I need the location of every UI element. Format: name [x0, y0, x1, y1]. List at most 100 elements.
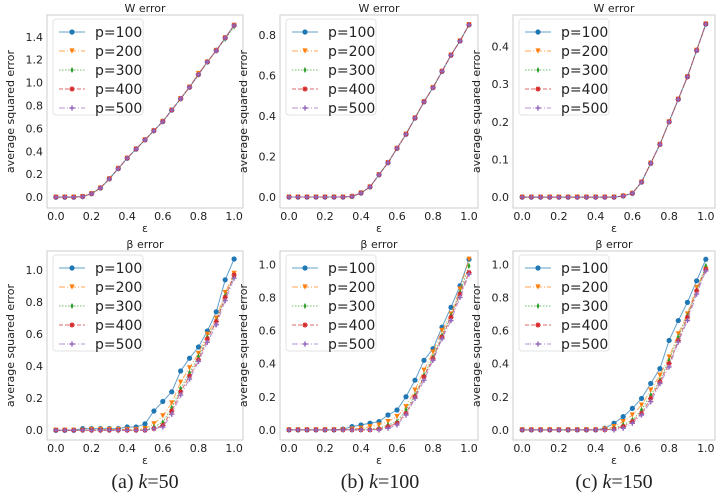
caption-b: (b) k=100 — [280, 471, 480, 493]
y-tick-label: 0.4 — [259, 110, 277, 123]
legend-frame — [285, 254, 377, 352]
x-tick-label: 0.4 — [587, 210, 605, 223]
marker-triangle — [421, 367, 427, 373]
subplot-2: W error ε average squared error 0.0 0.2 0.4 0.… — [470, 2, 716, 235]
marker-plus — [385, 425, 391, 431]
marker-plus — [421, 377, 427, 383]
marker-triangle — [302, 48, 308, 54]
marker-plus — [430, 84, 436, 91]
marker-triangle — [178, 379, 184, 385]
y-tick-label: 0.8 — [26, 99, 44, 112]
marker-star — [213, 318, 219, 325]
x-tick-label: 1.0 — [225, 210, 243, 223]
marker-plus — [537, 194, 544, 200]
x-tick-label: 0.4 — [352, 442, 370, 455]
y-tick-label: 0.4 — [492, 41, 510, 54]
x-tick-label: 0.0 — [47, 442, 65, 455]
marker-plus — [186, 84, 193, 90]
x-tick-label: 0.8 — [424, 442, 442, 455]
legend-label: p=300 — [95, 299, 142, 315]
marker-plus — [675, 96, 681, 102]
marker-triangle — [403, 404, 409, 410]
marker-plus — [519, 427, 525, 433]
marker-plus — [331, 194, 337, 200]
y-tick-label: 0.2 — [26, 168, 44, 181]
marker-plus — [675, 339, 681, 345]
marker-plus — [133, 146, 139, 152]
marker-circle — [186, 355, 193, 361]
marker-circle — [629, 405, 635, 411]
legend: p=100 p=200 p=300 p=400 p=500 — [285, 18, 377, 117]
marker-plus — [565, 194, 571, 200]
marker-circle — [142, 421, 148, 427]
marker-plus — [629, 420, 635, 426]
subplot-1: W error ε average squared error 0.0 0.2 0.4 0.… — [237, 2, 479, 235]
marker-plus — [367, 427, 373, 433]
marker-triangle — [222, 290, 228, 296]
marker-plus — [556, 427, 562, 433]
y-tick-label: 0.0 — [492, 191, 510, 204]
x-tick-label: 0.2 — [83, 442, 101, 455]
marker-circle — [675, 317, 681, 324]
marker-triangle — [412, 387, 418, 393]
marker-triangle — [648, 387, 654, 393]
marker-triangle — [629, 412, 635, 418]
marker-plus — [71, 427, 77, 433]
legend-label: p=300 — [328, 63, 375, 79]
marker-plus — [231, 22, 237, 28]
y-tick-label: 0.6 — [26, 122, 44, 135]
marker-triangle — [439, 327, 445, 334]
marker-triangle — [195, 350, 202, 357]
marker-triangle — [620, 419, 626, 425]
series-p=500 — [53, 275, 237, 433]
subplot-5: β error ε average squared error 0.0 0.2 0.4 0.… — [470, 238, 716, 467]
marker-triangle — [69, 284, 75, 290]
marker-circle — [703, 256, 709, 262]
y-tick-label: 0.2 — [492, 391, 510, 404]
x-tick-label: 0.6 — [624, 210, 642, 223]
x-tick-label: 0.4 — [587, 442, 605, 455]
marker-plus — [142, 137, 148, 143]
marker-plus — [231, 275, 237, 281]
marker-plus — [535, 341, 541, 347]
marker-plus — [638, 412, 645, 418]
y-tick-label: 0.6 — [26, 328, 44, 341]
marker-plus — [204, 59, 210, 65]
marker-plus — [457, 38, 463, 44]
legend: p=100 p=200 p=300 p=400 p=500 — [285, 254, 377, 353]
marker-plus — [703, 268, 709, 274]
marker-triangle — [169, 400, 175, 406]
marker-triangle — [69, 48, 75, 54]
legend-label: p=500 — [95, 337, 142, 353]
marker-plus — [535, 105, 541, 111]
marker-circle — [638, 395, 645, 402]
marker-star — [69, 86, 75, 92]
marker-plus — [160, 118, 166, 125]
legend: p=100 p=200 p=300 p=400 p=500 — [52, 18, 144, 117]
marker-plus — [88, 427, 95, 433]
marker-plus — [421, 99, 427, 105]
marker-circle — [213, 309, 219, 315]
marker-triangle — [160, 413, 166, 419]
marker-circle — [535, 29, 541, 35]
chart-title: W error — [124, 2, 165, 15]
marker-star — [69, 322, 75, 328]
marker-circle — [169, 389, 175, 395]
y-tick-label: 0.2 — [492, 116, 510, 129]
marker-plus — [403, 412, 409, 418]
marker-diamond — [404, 406, 408, 414]
marker-plus — [53, 194, 59, 200]
x-tick-label: 0.0 — [47, 210, 65, 223]
marker-plus — [302, 105, 308, 111]
marker-plus — [53, 427, 59, 433]
marker-plus — [313, 427, 319, 433]
marker-diamond — [303, 66, 307, 74]
legend-label: p=400 — [561, 318, 608, 334]
marker-plus — [565, 427, 571, 433]
marker-circle — [195, 344, 202, 350]
marker-triangle — [204, 331, 210, 337]
marker-triangle — [657, 372, 663, 378]
marker-plus — [547, 194, 553, 200]
marker-plus — [376, 427, 382, 433]
legend-label: p=300 — [561, 299, 608, 315]
